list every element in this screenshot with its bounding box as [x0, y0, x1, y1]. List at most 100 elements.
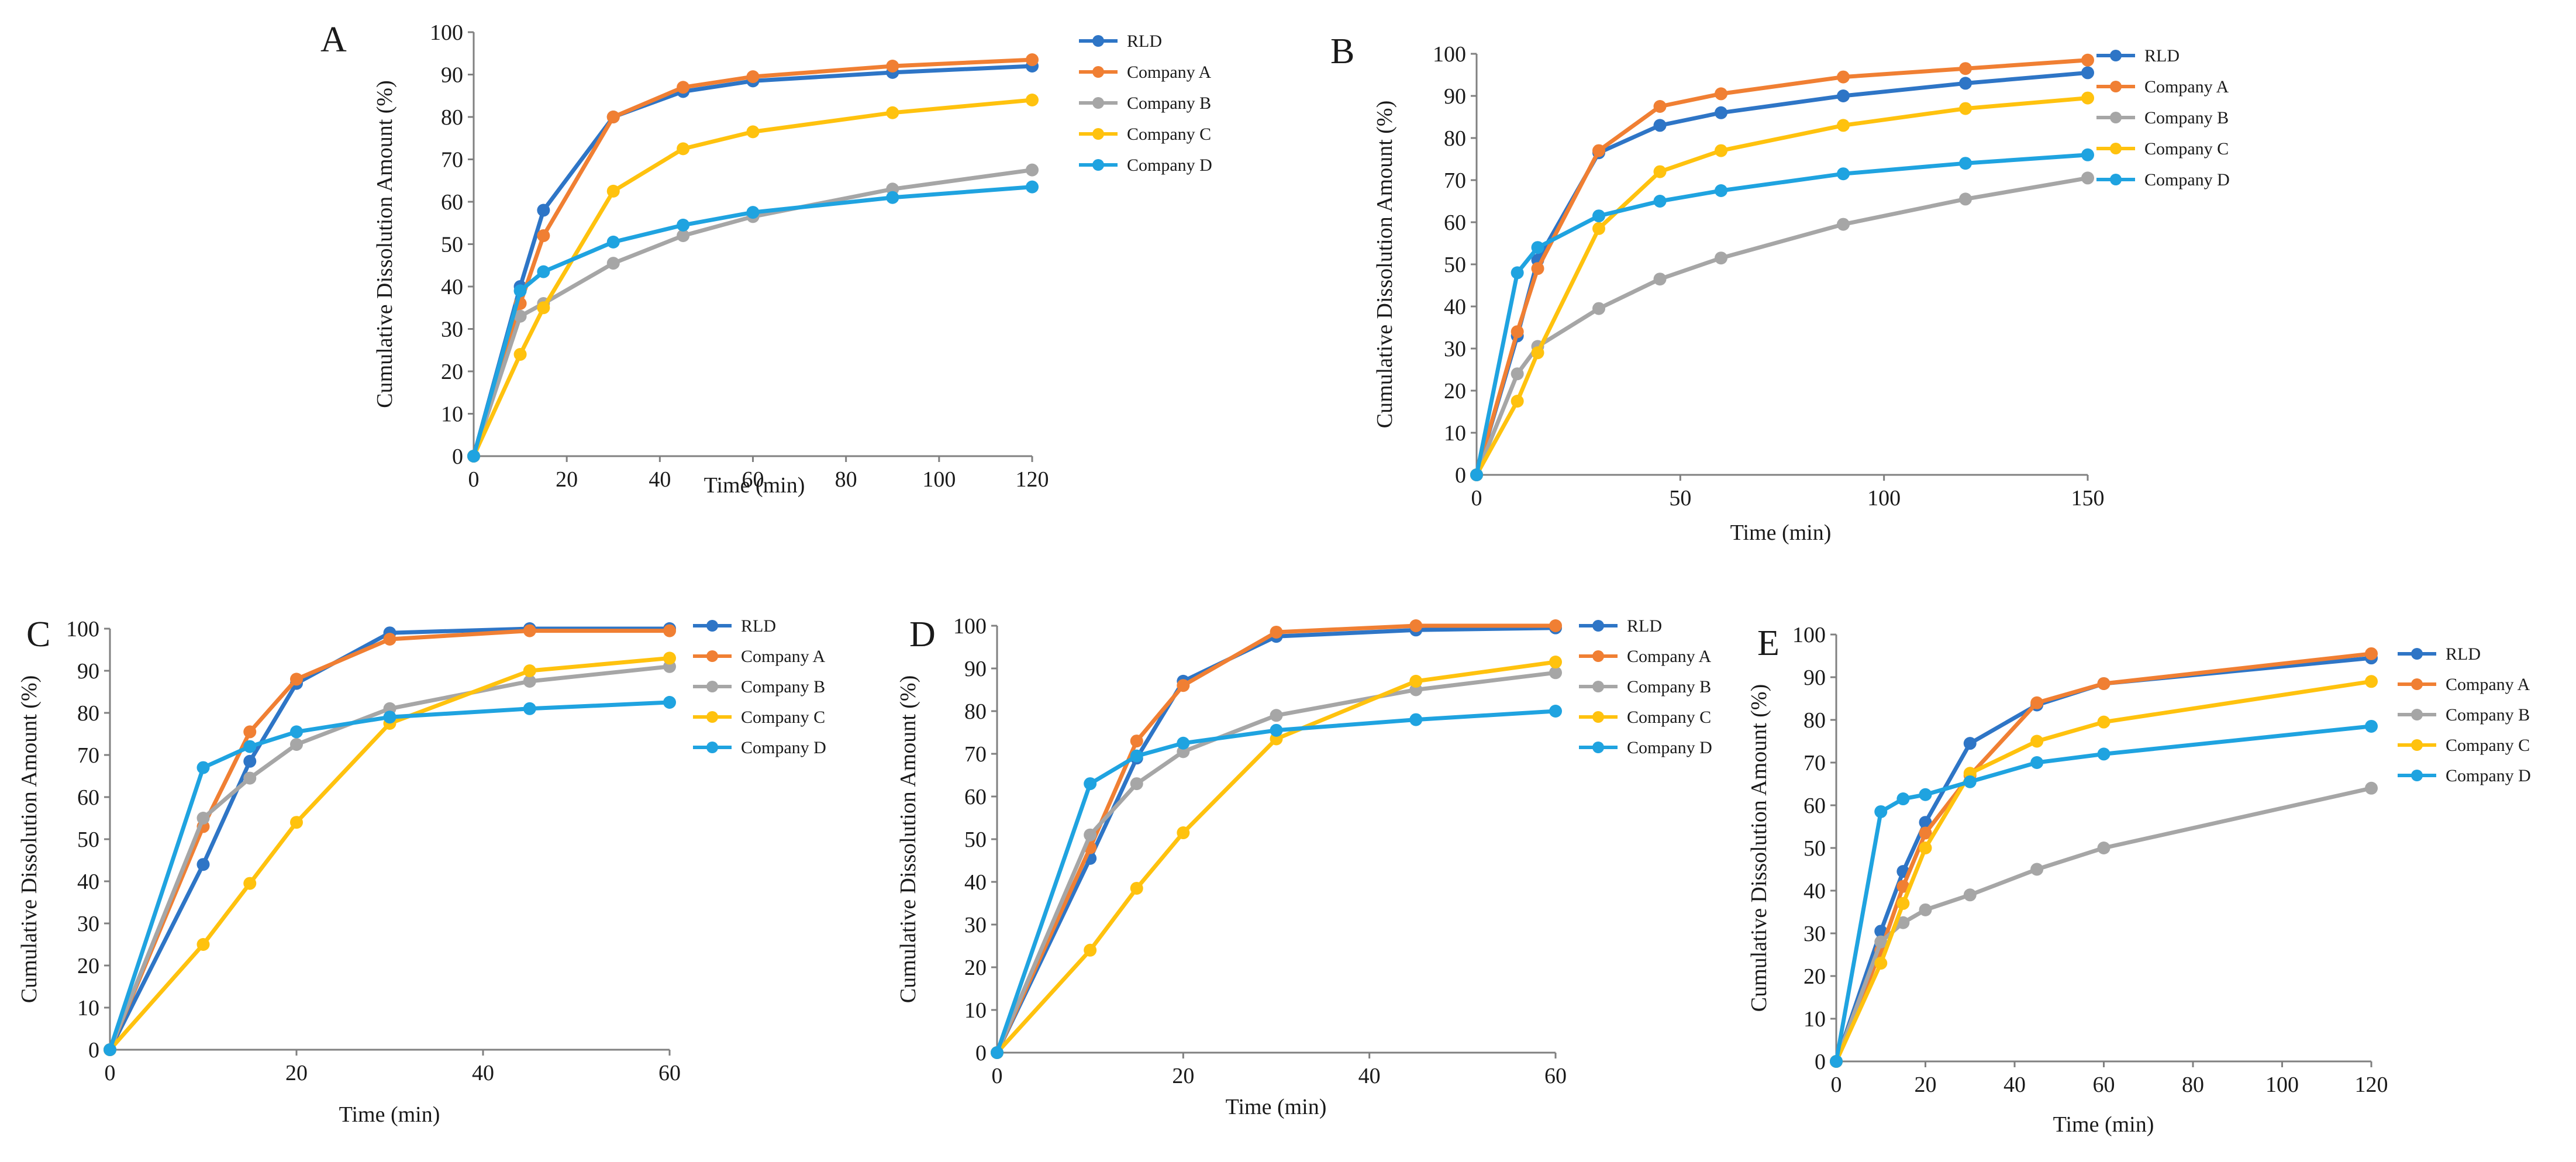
series-line-company-a	[1474, 58, 2090, 477]
data-point-company-b	[1874, 935, 1888, 949]
data-point-rld	[1959, 77, 1972, 90]
data-point-company-c	[1896, 897, 1910, 910]
y-tick-label: 30	[964, 913, 987, 937]
legend-label: RLD	[2446, 644, 2481, 664]
data-point-company-a	[1592, 144, 1605, 157]
chart-panel-b: B 0 10 20 30 40 50 60 70 80 90 100 0 50 100 150 Time (mi…	[1330, 32, 2230, 545]
data-point-company-d	[1531, 241, 1544, 254]
y-tick-label: 20	[1444, 379, 1466, 404]
y-axis-title: Cumulative Dissolution Amount (%)	[1373, 101, 1397, 428]
y-tick-label: 50	[1803, 836, 1826, 861]
data-point-company-a	[1959, 62, 1972, 75]
data-point-company-a	[383, 633, 396, 646]
y-tick-label: 10	[964, 998, 987, 1023]
data-point-company-a	[1270, 625, 1283, 639]
series-line-rld	[995, 626, 1558, 1055]
y-tick-label: 40	[964, 870, 987, 895]
panel-label: C	[26, 615, 50, 654]
data-point-company-d	[1837, 167, 1850, 181]
series-rld	[1470, 66, 2094, 481]
y-tick-label: 60	[441, 190, 463, 215]
data-point-rld	[1874, 925, 1888, 938]
data-point-company-c	[663, 651, 676, 665]
legend-label: Company A	[1627, 647, 1712, 666]
chart-panel-a: A 0 10 20 30 40 50 60 70 80 90 100 0 20 40 60 80 100 120 Ti…	[320, 20, 1212, 498]
data-point-company-d	[1830, 1055, 1843, 1068]
x-tick-label: 150	[2071, 486, 2105, 511]
legend-label: Company B	[1627, 677, 1711, 696]
series-rld	[991, 621, 1562, 1059]
legend-label: Company D	[2144, 170, 2230, 189]
x-axis-title: Time (min)	[704, 473, 805, 498]
y-axis-title: Cumulative Dissolution Amount (%)	[896, 675, 920, 1003]
data-point-rld	[1653, 119, 1667, 132]
data-point-company-a	[1409, 619, 1423, 632]
data-point-rld	[243, 754, 257, 768]
x-tick-label: 100	[922, 467, 956, 492]
data-point-company-c	[2030, 735, 2044, 748]
data-point-company-c	[1874, 957, 1888, 970]
data-point-company-c	[1715, 144, 1727, 157]
data-point-company-a	[2365, 647, 2378, 660]
legend-swatch-marker	[2411, 770, 2423, 781]
data-point-company-a	[537, 229, 550, 242]
series-line-company-d	[1834, 724, 2374, 1064]
y-tick-label: 100	[1792, 623, 1826, 647]
legend-label: Company A	[741, 647, 826, 666]
chart-panel-d: D 0 10 20 30 40 50 60 70 80 90 100 0 20 40 60 Time (min)…	[896, 614, 1712, 1119]
x-axis-title: Time (min)	[339, 1102, 440, 1127]
data-point-company-b	[196, 812, 210, 825]
data-point-company-d	[1715, 184, 1727, 197]
data-point-company-c	[1130, 881, 1143, 895]
data-point-company-c	[196, 938, 210, 951]
legend-swatch-marker	[2411, 709, 2423, 720]
data-point-company-a	[2097, 677, 2111, 690]
y-tick-label: 100	[1433, 42, 1466, 67]
legend-swatch-marker	[1592, 742, 1604, 753]
x-tick-label: 80	[835, 467, 857, 492]
legend-swatch-marker	[1092, 66, 1104, 78]
x-tick-label: 120	[2355, 1073, 2388, 1097]
data-point-rld	[196, 858, 210, 871]
data-point-rld	[1837, 89, 1850, 102]
x-tick-label: 0	[468, 467, 480, 492]
legend-label: RLD	[1627, 616, 1662, 636]
panel-label: E	[1757, 623, 1780, 663]
data-point-company-d	[991, 1046, 1003, 1059]
x-tick-label: 40	[1358, 1064, 1381, 1088]
data-point-company-d	[1549, 705, 1562, 718]
x-tick-label: 0	[1831, 1073, 1842, 1097]
legend-swatch-marker	[2411, 678, 2423, 690]
legend-label: RLD	[1127, 32, 1162, 51]
legend-label: Company C	[741, 708, 825, 727]
y-tick-label: 50	[441, 233, 463, 257]
data-point-company-a	[1026, 53, 1039, 67]
data-point-company-d	[1511, 266, 1524, 280]
series-company-c	[467, 94, 1039, 463]
data-point-company-d	[513, 284, 527, 298]
x-tick-label: 60	[742, 467, 764, 492]
data-point-company-b	[1896, 916, 1910, 929]
y-tick-label: 20	[964, 956, 987, 980]
y-tick-label: 90	[441, 63, 463, 88]
x-tick-label: 40	[472, 1061, 494, 1085]
data-point-rld	[537, 204, 550, 217]
y-tick-label: 30	[1803, 922, 1826, 946]
y-axis-title: Cumulative Dissolution Amount (%)	[17, 675, 42, 1003]
legend-label: Company D	[1127, 156, 1212, 175]
data-point-company-c	[886, 106, 899, 119]
legend-swatch-marker	[1092, 97, 1104, 109]
legend-swatch-marker	[2110, 174, 2122, 185]
data-point-company-d	[1592, 209, 1605, 223]
data-point-company-b	[1715, 251, 1727, 265]
series-rld	[467, 60, 1039, 463]
y-tick-label: 60	[77, 785, 99, 810]
legend-swatch-marker	[2110, 81, 2122, 92]
series-company-c	[1470, 91, 2094, 481]
data-point-company-d	[663, 696, 676, 709]
data-point-company-a	[1130, 735, 1143, 748]
chart-panel-e: E 0 10 20 30 40 50 60 70 80 90 100 0 20 40 60 80 100 120 Ti…	[1747, 623, 2531, 1137]
x-tick-label: 60	[2093, 1073, 2115, 1097]
data-point-company-c	[1084, 943, 1097, 957]
